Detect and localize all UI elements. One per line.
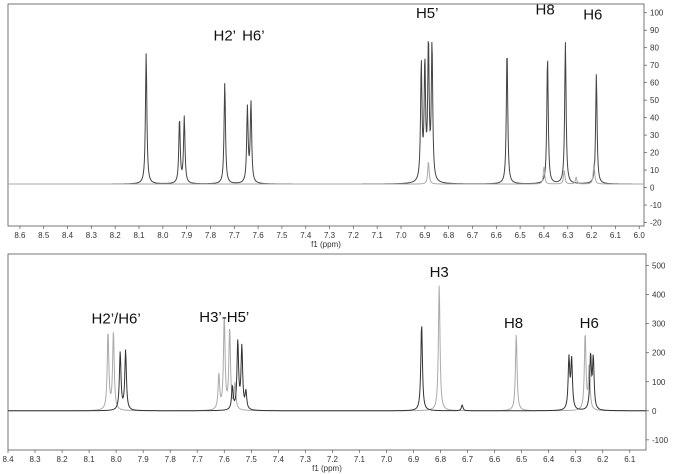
- x-tick-label: 7.4: [273, 455, 285, 464]
- peak-annotation: H6: [583, 7, 602, 24]
- x-tick-label: 7.6: [253, 231, 265, 240]
- x-tick-label: 8.4: [62, 231, 74, 240]
- x-tick-label: 6.4: [538, 231, 550, 240]
- y-tick-label: 0: [650, 184, 655, 193]
- y-tick-label: -20: [650, 219, 662, 228]
- x-tick-label: 6.2: [586, 231, 598, 240]
- y-tick-label: 200: [652, 349, 666, 358]
- x-tick-label: 6.8: [443, 231, 455, 240]
- x-tick-label: 7.2: [327, 455, 339, 464]
- x-tick-label: 6.2: [597, 455, 609, 464]
- x-tick-label: 8.3: [29, 455, 41, 464]
- x-tick-label: 7.8: [165, 455, 177, 464]
- y-tick-label: 30: [650, 131, 659, 140]
- y-tick-label: 90: [650, 26, 659, 35]
- peak-annotation: H2’/H6’: [92, 311, 141, 328]
- spectrum-series-line: [8, 161, 644, 185]
- peak-annotation: H6: [580, 315, 599, 332]
- y-tick-label: 40: [650, 114, 659, 123]
- x-tick-label: 6.1: [624, 455, 636, 464]
- y-tick-label: 20: [650, 149, 659, 158]
- y-tick-label: -100: [652, 436, 669, 445]
- peak-annotation: H2’: [214, 28, 237, 45]
- x-tick-label: 6.0: [634, 231, 646, 240]
- x-tick-label: 8.3: [86, 231, 98, 240]
- x-tick-label: 8.2: [110, 231, 122, 240]
- x-tick-label: 8.6: [14, 231, 26, 240]
- x-tick-label: 6.6: [491, 231, 503, 240]
- x-tick-label: 6.7: [462, 455, 474, 464]
- x-tick-label: 7.0: [395, 231, 407, 240]
- x-tick-label: 7.3: [300, 455, 312, 464]
- x-tick-label: 7.5: [276, 231, 288, 240]
- x-tick-label: 6.9: [419, 231, 431, 240]
- x-tick-label: 6.8: [435, 455, 447, 464]
- spectrum-series-line: [8, 41, 644, 185]
- y-tick-label: 100: [652, 378, 666, 387]
- peak-annotation: H8: [536, 1, 555, 18]
- x-tick-label: 7.9: [138, 455, 150, 464]
- x-tick-label: 7.3: [324, 231, 336, 240]
- nmr-spectrum-bottom: 8.4 8.3 8.2 8.1 8.0 7.9 7.8 7.7 7.6 7.5 7.4 7.3 7.2 7…: [2, 253, 669, 473]
- x-tick-label: 8.4: [2, 455, 14, 464]
- x-tick-label: 7.4: [300, 231, 312, 240]
- y-tick-label: 100: [650, 9, 664, 18]
- y-tick-label: 0: [652, 407, 657, 416]
- x-tick-label: 8.0: [111, 455, 123, 464]
- x-axis-label: f1 (ppm): [312, 464, 342, 473]
- y-tick-label: 50: [650, 96, 659, 105]
- x-axis-label: f1 (ppm): [311, 240, 341, 249]
- x-tick-label: 7.7: [192, 455, 204, 464]
- x-tick-label: 7.9: [181, 231, 193, 240]
- x-tick-label: 6.3: [562, 231, 574, 240]
- plot-frame: [7, 3, 645, 227]
- spectrum-series-line: [8, 285, 646, 412]
- spectrum-series-line: [8, 326, 646, 412]
- peak-annotation: H3: [430, 264, 449, 281]
- peak-annotation: H6’: [242, 28, 265, 45]
- x-tick-label: 8.0: [157, 231, 169, 240]
- x-tick-label: 7.1: [372, 231, 384, 240]
- y-tick-label: 80: [650, 44, 659, 53]
- y-tick-label: 60: [650, 79, 659, 88]
- plot-frame: [7, 253, 647, 451]
- x-tick-label: 6.7: [467, 231, 479, 240]
- peak-annotation: H5’: [416, 5, 439, 22]
- x-tick-label: 8.1: [84, 455, 96, 464]
- x-tick-label: 7.2: [348, 231, 360, 240]
- peak-annotation: H3’-H5’: [199, 309, 249, 326]
- x-tick-label: 8.5: [38, 231, 50, 240]
- x-tick-label: 6.4: [543, 455, 555, 464]
- x-tick-label: 6.5: [515, 231, 527, 240]
- y-tick-label: 500: [652, 262, 666, 271]
- y-tick-label: -10: [650, 201, 662, 210]
- peak-annotation: H8: [504, 315, 523, 332]
- x-tick-label: 8.2: [57, 455, 69, 464]
- y-tick-label: 10: [650, 166, 659, 175]
- x-tick-label: 7.6: [219, 455, 231, 464]
- nmr-spectrum-top: 8.6 8.5 8.4 8.3 8.2 8.1 8.0 7.9 7.8 7.7 7.6 7.5 7.4 7…: [7, 1, 664, 249]
- x-tick-label: 6.3: [570, 455, 582, 464]
- x-tick-label: 8.1: [133, 231, 145, 240]
- x-tick-label: 7.8: [205, 231, 217, 240]
- x-tick-label: 6.9: [408, 455, 420, 464]
- x-tick-label: 6.5: [516, 455, 528, 464]
- x-tick-label: 7.7: [229, 231, 241, 240]
- x-tick-label: 7.5: [246, 455, 258, 464]
- y-tick-label: 70: [650, 61, 659, 70]
- x-tick-label: 6.1: [610, 231, 622, 240]
- x-tick-label: 7.0: [381, 455, 393, 464]
- x-tick-label: 7.1: [354, 455, 366, 464]
- y-tick-label: 400: [652, 291, 666, 300]
- y-tick-label: 300: [652, 320, 666, 329]
- x-tick-label: 6.6: [489, 455, 501, 464]
